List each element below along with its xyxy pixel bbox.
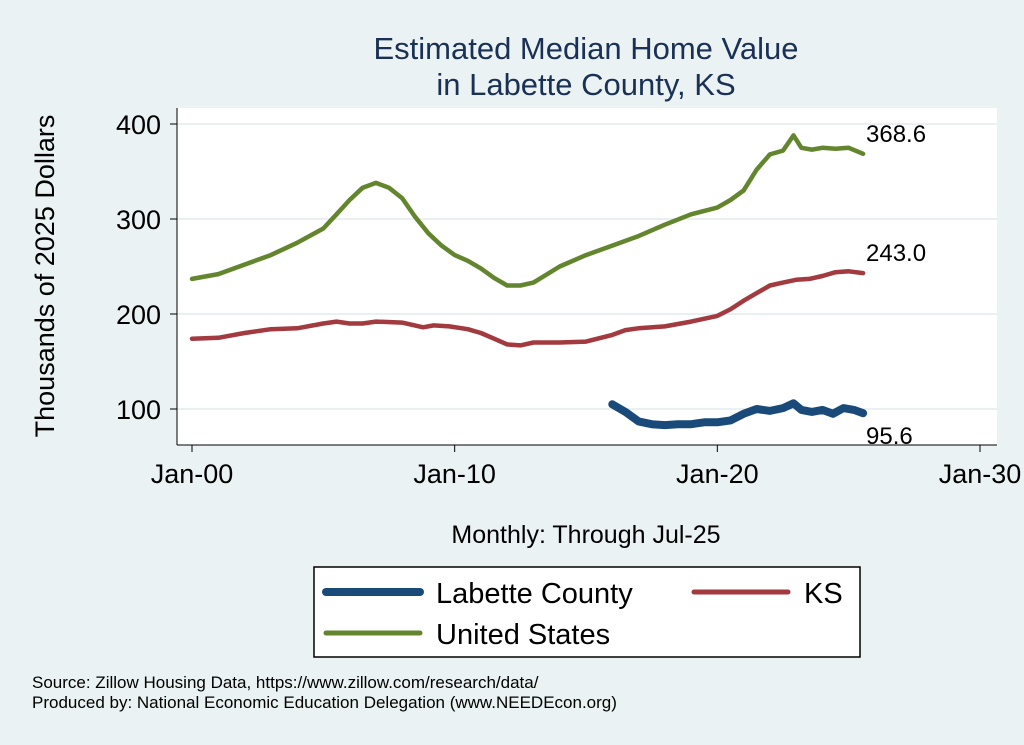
x-tick-label: Jan-30 xyxy=(939,459,1022,489)
y-tick-label: 300 xyxy=(116,205,161,235)
legend-label-ks: KS xyxy=(804,578,843,610)
chart-subtitle: in Labette County, KS xyxy=(436,67,736,102)
legend-label-labette-county: Labette County xyxy=(436,578,633,610)
y-tick-label: 400 xyxy=(116,110,161,140)
y-tick-label: 100 xyxy=(116,395,161,425)
end-label-ks: 243.0 xyxy=(866,240,926,267)
series-line-labette-county xyxy=(608,399,868,430)
legend-box xyxy=(313,566,861,658)
legend-label-united-states: United States xyxy=(436,619,610,651)
x-axis-label: Monthly: Through Jul-25 xyxy=(451,521,720,549)
plot-area xyxy=(177,108,997,445)
chart-title: Estimated Median Home Value xyxy=(373,31,799,66)
end-label-labette-county: 95.6 xyxy=(866,423,913,450)
x-tick-label: Jan-10 xyxy=(413,459,496,489)
producer-note: Produced by: National Economic Education… xyxy=(32,693,617,712)
end-label-united-states: 368.6 xyxy=(866,121,926,148)
y-axis-label: Thousands of 2025 Dollars xyxy=(30,115,60,438)
x-tick-label: Jan-20 xyxy=(676,459,759,489)
series-line-united-states xyxy=(189,133,866,288)
source-note: Source: Zillow Housing Data, https://www… xyxy=(32,673,539,692)
legend: Labette County KS United States xyxy=(313,566,861,658)
series-line-ks xyxy=(189,269,866,348)
y-tick-label: 200 xyxy=(116,300,161,330)
x-tick-label: Jan-00 xyxy=(151,459,234,489)
